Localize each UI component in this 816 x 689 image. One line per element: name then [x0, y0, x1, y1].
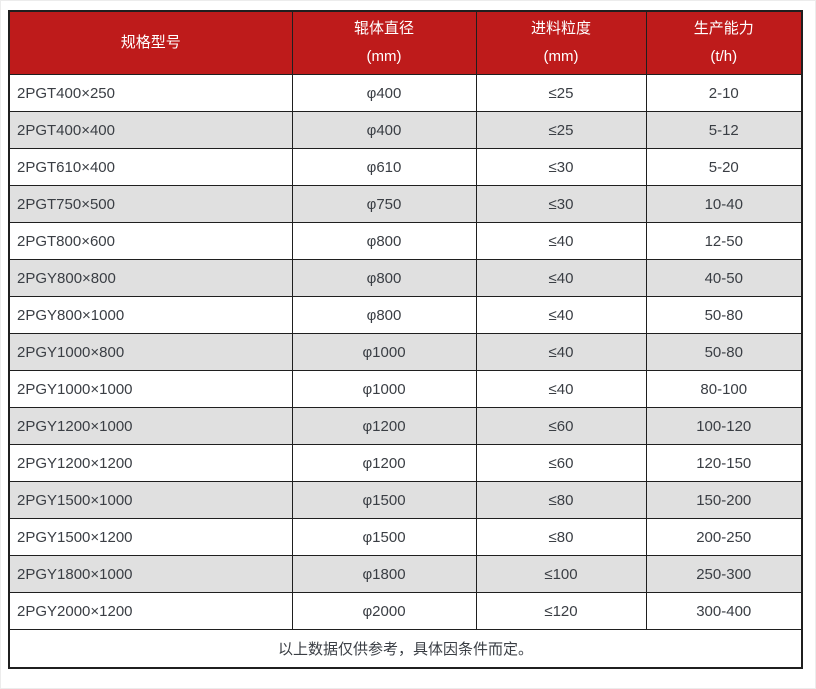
header-row: 规格型号 辊体直径 (mm) 进料粒度 (mm) 生产能力 (t/h) — [8, 10, 803, 75]
table-row: 2PGY2000×1200 φ2000 ≤120 300-400 — [8, 592, 803, 630]
header-unit: (t/h) — [710, 47, 738, 65]
cell-roller-diameter: φ1800 — [291, 555, 477, 593]
cell-roller-diameter: φ400 — [291, 74, 477, 112]
cell-capacity: 150-200 — [645, 481, 803, 519]
cell-model: 2PGY800×800 — [8, 259, 293, 297]
header-cell-feed-size: 进料粒度 (mm) — [475, 10, 647, 75]
cell-roller-diameter: φ1500 — [291, 481, 477, 519]
cell-feed-size: ≤40 — [475, 333, 647, 371]
table-row: 2PGT400×250 φ400 ≤25 2-10 — [8, 74, 803, 112]
table-row: 2PGT400×400 φ400 ≤25 5-12 — [8, 111, 803, 149]
header-cell-model: 规格型号 — [8, 10, 293, 75]
cell-feed-size: ≤40 — [475, 370, 647, 408]
cell-feed-size: ≤80 — [475, 481, 647, 519]
cell-roller-diameter: φ1000 — [291, 333, 477, 371]
header-unit: (mm) — [366, 47, 402, 65]
cell-feed-size: ≤30 — [475, 185, 647, 223]
footer-row: 以上数据仅供参考，具体因条件而定。 — [8, 629, 803, 669]
table-row: 2PGT610×400 φ610 ≤30 5-20 — [8, 148, 803, 186]
cell-feed-size: ≤25 — [475, 111, 647, 149]
cell-model: 2PGY800×1000 — [8, 296, 293, 334]
spec-table-footer: 以上数据仅供参考，具体因条件而定。 — [8, 629, 803, 669]
table-row: 2PGY1000×800 φ1000 ≤40 50-80 — [8, 333, 803, 371]
cell-feed-size: ≤40 — [475, 296, 647, 334]
spec-table: 规格型号 辊体直径 (mm) 进料粒度 (mm) 生产能力 (t/h) 2PGT… — [8, 10, 803, 669]
cell-capacity: 250-300 — [645, 555, 803, 593]
header-cell-capacity: 生产能力 (t/h) — [645, 10, 803, 75]
header-label: 生产能力 — [693, 20, 754, 37]
cell-model: 2PGT800×600 — [8, 222, 293, 260]
cell-roller-diameter: φ2000 — [291, 592, 477, 630]
cell-model: 2PGT610×400 — [8, 148, 293, 186]
spec-table-body: 2PGT400×250 φ400 ≤25 2-10 2PGT400×400 φ400 ≤25… — [8, 74, 803, 630]
cell-capacity: 80-100 — [645, 370, 803, 408]
table-row: 2PGY1500×1200 φ1500 ≤80 200-250 — [8, 518, 803, 556]
header-label: 进料粒度 — [530, 20, 591, 37]
cell-capacity: 200-250 — [645, 518, 803, 556]
cell-capacity: 50-80 — [645, 296, 803, 334]
header-label: 辊体直径 — [353, 20, 414, 37]
cell-roller-diameter: φ1200 — [291, 407, 477, 445]
cell-model: 2PGY1000×1000 — [8, 370, 293, 408]
cell-feed-size: ≤60 — [475, 444, 647, 482]
cell-capacity: 10-40 — [645, 185, 803, 223]
table-row: 2PGY1500×1000 φ1500 ≤80 150-200 — [8, 481, 803, 519]
cell-capacity: 120-150 — [645, 444, 803, 482]
cell-model: 2PGY1000×800 — [8, 333, 293, 371]
cell-capacity: 300-400 — [645, 592, 803, 630]
cell-model: 2PGT400×250 — [8, 74, 293, 112]
cell-capacity: 12-50 — [645, 222, 803, 260]
cell-feed-size: ≤40 — [475, 259, 647, 297]
table-row: 2PGT800×600 φ800 ≤40 12-50 — [8, 222, 803, 260]
cell-roller-diameter: φ750 — [291, 185, 477, 223]
table-row: 2PGY800×1000 φ800 ≤40 50-80 — [8, 296, 803, 334]
cell-capacity: 5-20 — [645, 148, 803, 186]
cell-feed-size: ≤40 — [475, 222, 647, 260]
cell-model: 2PGY1800×1000 — [8, 555, 293, 593]
cell-capacity: 2-10 — [645, 74, 803, 112]
cell-roller-diameter: φ1500 — [291, 518, 477, 556]
cell-roller-diameter: φ1200 — [291, 444, 477, 482]
header-unit: (mm) — [543, 47, 579, 65]
table-row: 2PGY1200×1000 φ1200 ≤60 100-120 — [8, 407, 803, 445]
cell-feed-size: ≤120 — [475, 592, 647, 630]
cell-feed-size: ≤80 — [475, 518, 647, 556]
cell-capacity: 100-120 — [645, 407, 803, 445]
cell-roller-diameter: φ800 — [291, 222, 477, 260]
table-row: 2PGY800×800 φ800 ≤40 40-50 — [8, 259, 803, 297]
cell-model: 2PGT400×400 — [8, 111, 293, 149]
cell-roller-diameter: φ800 — [291, 259, 477, 297]
cell-feed-size: ≤25 — [475, 74, 647, 112]
spec-table-header: 规格型号 辊体直径 (mm) 进料粒度 (mm) 生产能力 (t/h) — [8, 10, 803, 75]
header-cell-roller-diameter: 辊体直径 (mm) — [291, 10, 477, 75]
cell-roller-diameter: φ400 — [291, 111, 477, 149]
cell-model: 2PGY1500×1200 — [8, 518, 293, 556]
cell-capacity: 40-50 — [645, 259, 803, 297]
cell-model: 2PGY1200×1200 — [8, 444, 293, 482]
cell-feed-size: ≤100 — [475, 555, 647, 593]
footer-note: 以上数据仅供参考，具体因条件而定。 — [8, 629, 803, 669]
cell-model: 2PGT750×500 — [8, 185, 293, 223]
cell-model: 2PGY1500×1000 — [8, 481, 293, 519]
cell-feed-size: ≤30 — [475, 148, 647, 186]
table-row: 2PGY1800×1000 φ1800 ≤100 250-300 — [8, 555, 803, 593]
header-label: 规格型号 — [120, 33, 181, 51]
cell-capacity: 50-80 — [645, 333, 803, 371]
cell-feed-size: ≤60 — [475, 407, 647, 445]
cell-capacity: 5-12 — [645, 111, 803, 149]
cell-model: 2PGY1200×1000 — [8, 407, 293, 445]
cell-roller-diameter: φ1000 — [291, 370, 477, 408]
table-row: 2PGY1000×1000 φ1000 ≤40 80-100 — [8, 370, 803, 408]
table-row: 2PGY1200×1200 φ1200 ≤60 120-150 — [8, 444, 803, 482]
cell-model: 2PGY2000×1200 — [8, 592, 293, 630]
cell-roller-diameter: φ610 — [291, 148, 477, 186]
table-row: 2PGT750×500 φ750 ≤30 10-40 — [8, 185, 803, 223]
cell-roller-diameter: φ800 — [291, 296, 477, 334]
